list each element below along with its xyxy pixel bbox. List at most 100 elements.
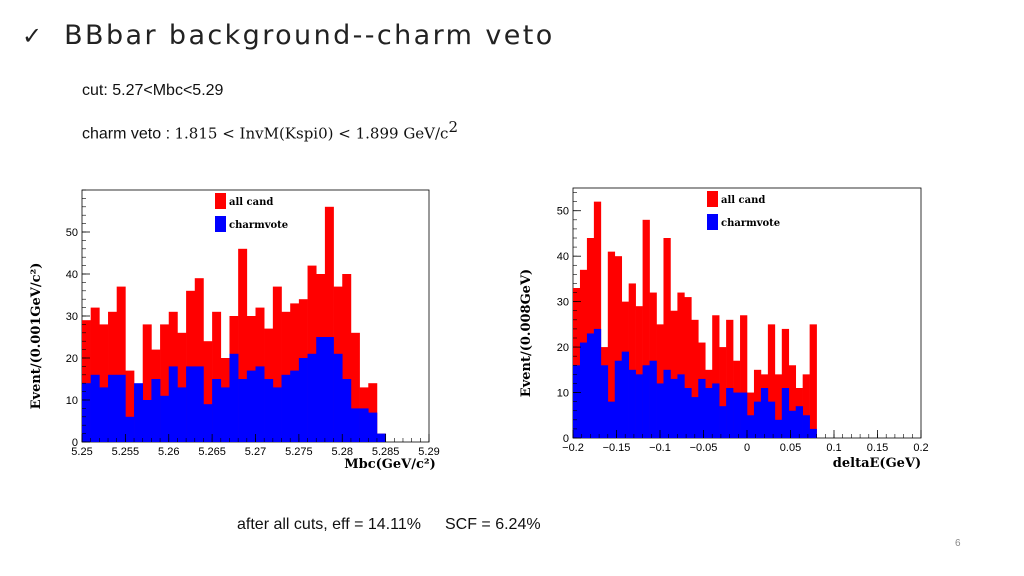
charmvote-bar bbox=[281, 374, 291, 442]
charmvote-bar bbox=[116, 374, 126, 442]
legend-swatch bbox=[215, 193, 226, 209]
all-cand-bar bbox=[238, 248, 248, 442]
all-cand-bar bbox=[767, 324, 776, 438]
legend-label: all cand bbox=[229, 197, 273, 208]
charmvote-bar bbox=[238, 379, 248, 442]
charmvote-bar bbox=[342, 379, 352, 442]
charmvote-bar bbox=[691, 397, 699, 438]
x-tick-label: 5.255 bbox=[112, 446, 140, 458]
all-cand-bar bbox=[670, 310, 678, 438]
y-tick-label: 0 bbox=[72, 437, 78, 449]
x-tick-label: −0.05 bbox=[690, 442, 718, 454]
legend-label: charmvote bbox=[229, 220, 288, 231]
charmvote-bar bbox=[368, 412, 378, 442]
charmvote-bar bbox=[255, 366, 265, 442]
charmvote-bar bbox=[621, 351, 629, 438]
charmvote-bar bbox=[212, 379, 222, 442]
charmvote-bar bbox=[272, 387, 282, 442]
legend-label: all cand bbox=[721, 195, 765, 206]
charmvote-bar bbox=[579, 342, 588, 438]
all-cand-bar bbox=[663, 238, 671, 438]
cut-text: cut: 5.27<Mbc<5.29 bbox=[82, 82, 224, 99]
charmvote-bar bbox=[733, 392, 741, 438]
charmvote-bar bbox=[760, 388, 769, 438]
charmvote-bar bbox=[600, 365, 609, 438]
all-cand-bar bbox=[656, 324, 664, 438]
charmvote-bar bbox=[705, 388, 713, 438]
y-tick-label: 30 bbox=[557, 297, 569, 309]
slide-title: BBbar background--charm veto bbox=[64, 20, 555, 51]
legend-swatch bbox=[215, 216, 226, 232]
charmvote-bar bbox=[298, 358, 308, 442]
charmvote-bar bbox=[350, 408, 360, 442]
x-tick-label: 5.27 bbox=[245, 446, 266, 458]
all-cand-bar bbox=[342, 274, 352, 442]
charm-veto-label: charm veto : bbox=[82, 125, 175, 143]
charmvote-bar bbox=[753, 401, 762, 438]
charmvote-bar bbox=[698, 378, 706, 438]
charmvote-bar bbox=[586, 333, 595, 438]
all-cand-bar bbox=[125, 370, 135, 442]
all-cand-bar bbox=[628, 283, 636, 438]
x-tick-label: 5.265 bbox=[198, 446, 226, 458]
all-cand-bar bbox=[719, 347, 727, 438]
charmvote-bar bbox=[333, 353, 343, 442]
all-cand-bar bbox=[642, 219, 650, 438]
charmvote-bar bbox=[177, 387, 187, 442]
charmvote-bar bbox=[607, 401, 616, 438]
all-cand-bar bbox=[774, 374, 783, 438]
charmvote-bar bbox=[719, 406, 727, 438]
charmvote-bar bbox=[684, 388, 692, 438]
y-tick-label: 50 bbox=[66, 227, 78, 239]
charmvote-bar bbox=[376, 433, 386, 442]
x-tick-label: 0 bbox=[744, 442, 750, 454]
charmvote-bar bbox=[160, 395, 170, 442]
charmvote-bar bbox=[359, 408, 369, 442]
charmvote-bar bbox=[774, 419, 783, 438]
efficiency-note: after all cuts, eff = 14.11% SCF = 6.24% bbox=[237, 516, 541, 534]
charmvote-bar bbox=[670, 378, 678, 438]
charmvote-bar bbox=[324, 337, 334, 442]
x-tick-label: 5.25 bbox=[71, 446, 92, 458]
all-cand-bar bbox=[607, 251, 616, 438]
histogram-1: 0 10 20 30 40 50 5.25 5.255 5.26 5.265 5.27 5.275 5.… bbox=[29, 189, 440, 472]
charmvote-bar bbox=[635, 374, 643, 438]
charmvote-bar bbox=[307, 353, 317, 442]
charmvote-bar bbox=[246, 370, 256, 442]
all-cand-bar bbox=[802, 374, 810, 438]
all-cand-bar bbox=[740, 315, 748, 438]
charm-veto-superscript: 2 bbox=[448, 118, 459, 136]
charmvote-bar bbox=[593, 328, 602, 438]
charmvote-bar bbox=[649, 360, 657, 438]
all-cand-bar bbox=[781, 328, 790, 438]
charm-veto-expression: 1.815 < InvM(Kspi0) < 1.899 GeV/c bbox=[174, 124, 449, 143]
charmvote-bar bbox=[194, 366, 204, 442]
charmvote-bar bbox=[677, 374, 685, 438]
charmvote-bar bbox=[642, 365, 650, 438]
charmvote-bar bbox=[290, 370, 300, 442]
charmvote-bar bbox=[767, 401, 776, 438]
x-axis-title: Mbc(GeV/c²) bbox=[344, 457, 436, 472]
x-tick-label: 0.15 bbox=[867, 442, 888, 454]
y-tick-label: 10 bbox=[66, 395, 78, 407]
charmvote-bar bbox=[628, 369, 636, 438]
all-cand-bar bbox=[677, 292, 685, 438]
efficiency-text: after all cuts, eff = 14.11% bbox=[237, 516, 421, 533]
charmvote-bar bbox=[663, 369, 671, 438]
all-cand-bar bbox=[212, 311, 222, 442]
charm-veto-text: charm veto : 1.815 < InvM(Kspi0) < 1.899… bbox=[82, 118, 458, 143]
charmvote-bar bbox=[726, 388, 734, 438]
charmvote-bar bbox=[747, 415, 755, 438]
x-axis-title: deltaE(GeV) bbox=[833, 456, 921, 471]
charmvote-bar bbox=[740, 392, 748, 438]
page-number: 6 bbox=[955, 538, 961, 549]
charmvote-bar bbox=[229, 353, 239, 442]
charmvote-bar bbox=[90, 374, 100, 442]
all-cand-bar bbox=[788, 365, 797, 438]
y-tick-label: 50 bbox=[557, 206, 569, 218]
all-cand-bar bbox=[116, 286, 126, 442]
x-tick-label: 5.29 bbox=[418, 446, 439, 458]
check-icon: ✓ bbox=[22, 21, 43, 50]
legend-label: charmvote bbox=[721, 218, 780, 229]
